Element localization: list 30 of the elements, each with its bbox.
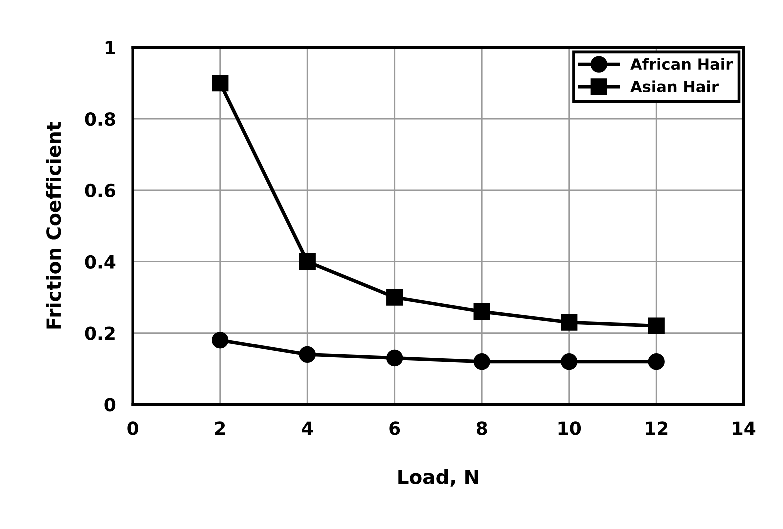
x-tick-label: 10 [558,422,582,436]
point [648,318,665,334]
point [212,74,229,92]
point [561,314,578,331]
point [648,354,665,370]
x-axis-title: Load, N [398,469,478,487]
point [386,350,404,367]
legend-label: African Hair [630,58,734,70]
x-tick-label: 0 [128,422,139,436]
y-tick-label: 0.2 [85,326,115,340]
x-tick-label: 8 [476,422,488,436]
y-tick-label: 0.6 [85,184,116,198]
point [561,354,578,370]
y-tick-label: 0 [104,398,116,412]
x-tick-label: 2 [216,422,226,436]
y-axis-title: Friction Coefficient [46,122,62,329]
point [212,332,229,349]
x-tick-label: 4 [302,422,314,436]
point [474,354,490,370]
x-tick-label: 12 [646,422,668,436]
legend-label: Asian Hair [630,80,719,93]
y-tick-label: 0.4 [85,255,116,269]
point [474,304,490,320]
point [299,254,316,270]
point [299,346,316,364]
y-tick-label: 1 [106,41,116,54]
x-tick-label: 6 [390,422,400,436]
point [386,289,404,306]
y-tick-label: 0.8 [85,112,116,126]
x-tick-label: 14 [733,422,756,436]
